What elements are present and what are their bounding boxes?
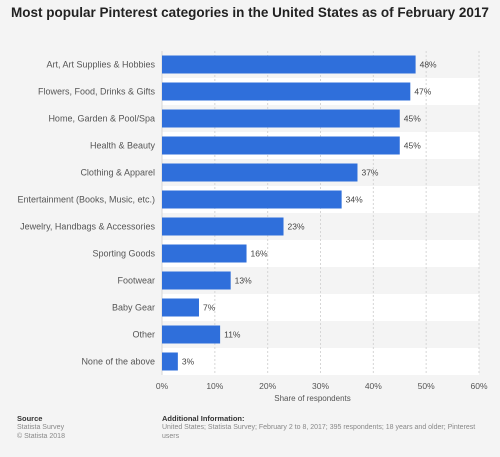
bar[interactable] bbox=[162, 136, 400, 155]
value-label: 45% bbox=[404, 114, 421, 124]
source-title: Source bbox=[17, 414, 43, 423]
x-tick-label: 10% bbox=[206, 381, 223, 391]
value-label: 45% bbox=[404, 141, 421, 151]
info-block: Additional Information: United States; S… bbox=[162, 414, 492, 441]
category-label: Baby Gear bbox=[112, 303, 155, 313]
value-label: 23% bbox=[288, 222, 305, 232]
source-line-2: © Statista 2018 bbox=[17, 433, 65, 440]
value-label: 3% bbox=[182, 357, 195, 367]
value-label: 13% bbox=[235, 276, 252, 286]
info-title: Additional Information: bbox=[162, 414, 245, 423]
category-label: Art, Art Supplies & Hobbies bbox=[46, 60, 155, 70]
value-label: 16% bbox=[251, 249, 268, 259]
x-tick-label: 40% bbox=[365, 381, 382, 391]
category-label: Sporting Goods bbox=[92, 249, 155, 259]
source-block: Source Statista Survey © Statista 2018 bbox=[17, 414, 65, 441]
x-tick-label: 20% bbox=[259, 381, 276, 391]
category-label: Footwear bbox=[117, 276, 155, 286]
bar[interactable] bbox=[162, 109, 400, 128]
bar[interactable] bbox=[162, 244, 247, 263]
x-tick-label: 60% bbox=[470, 381, 487, 391]
category-label: Entertainment (Books, Music, etc.) bbox=[17, 195, 155, 205]
info-text: United States; Statista Survey; February… bbox=[162, 424, 476, 440]
bar[interactable] bbox=[162, 325, 221, 344]
category-label: None of the above bbox=[81, 357, 155, 367]
x-tick-label: 50% bbox=[418, 381, 435, 391]
bar[interactable] bbox=[162, 298, 199, 317]
category-label: Clothing & Apparel bbox=[80, 168, 155, 178]
x-tick-label: 30% bbox=[312, 381, 329, 391]
chart-title: Most popular Pinterest categories in the… bbox=[11, 5, 489, 20]
value-label: 47% bbox=[414, 87, 431, 97]
value-label: 34% bbox=[346, 195, 363, 205]
value-label: 11% bbox=[224, 330, 241, 340]
category-label: Health & Beauty bbox=[90, 141, 156, 151]
source-line-1: Statista Survey bbox=[17, 424, 65, 431]
x-axis-title: Share of respondents bbox=[274, 394, 351, 403]
bar[interactable] bbox=[162, 352, 178, 371]
bar[interactable] bbox=[162, 55, 416, 74]
bar[interactable] bbox=[162, 82, 411, 101]
category-label: Flowers, Food, Drinks & Gifts bbox=[38, 87, 156, 97]
bar[interactable] bbox=[162, 163, 358, 182]
x-tick-label: 0% bbox=[156, 381, 169, 391]
value-label: 37% bbox=[361, 168, 378, 178]
bar[interactable] bbox=[162, 271, 231, 290]
category-label: Jewelry, Handbags & Accessories bbox=[20, 222, 155, 232]
value-label: 7% bbox=[203, 303, 216, 313]
bar[interactable] bbox=[162, 217, 284, 236]
bar[interactable] bbox=[162, 190, 342, 209]
value-label: 48% bbox=[420, 60, 437, 70]
category-label: Other bbox=[132, 330, 155, 340]
category-label: Home, Garden & Pool/Spa bbox=[48, 114, 155, 124]
